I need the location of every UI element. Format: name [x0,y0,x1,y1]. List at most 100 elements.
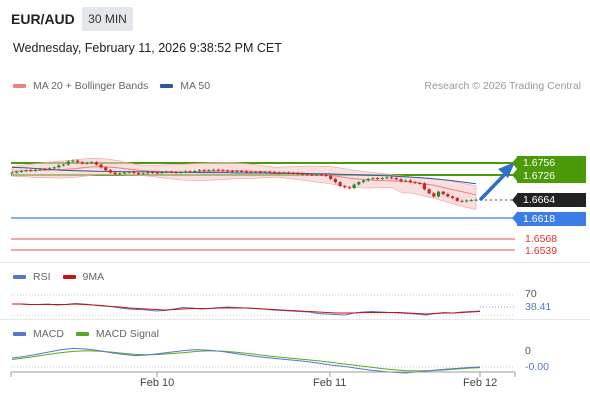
candle-body [80,162,84,164]
candle-body [315,174,319,176]
candle-body [333,178,337,183]
candle-body [240,170,244,172]
candle-body [113,172,117,175]
candle-body [165,171,169,173]
rsi-current-label: 38.41 [525,301,552,313]
macd-legend: MACD MACD Signal [13,328,171,340]
legend-rsi[interactable]: RSI [13,271,51,283]
candle-body [24,170,28,172]
candle-body [225,170,230,172]
legend-ma20[interactable]: MA 20 + Bollinger Bands [13,80,148,92]
candle-body [460,200,464,202]
ma50-swatch [160,84,174,88]
macd-level-label: 0 [525,345,531,357]
candle-body [450,196,455,199]
candle-body [188,171,192,173]
level-label-1-6756: 1.6756 [517,156,586,170]
candle-body [141,173,145,175]
candle-body [61,164,66,166]
badge-pointer-1 [512,168,518,182]
macd-signal-line [11,350,481,372]
candle-body [268,171,272,173]
main-legend: MA 20 + Bollinger Bands MA 50 [13,80,222,92]
candle-body [436,191,441,197]
candle-body [319,174,323,176]
macd-pane-divider [0,319,590,320]
candle-body [136,172,141,174]
candle-body [413,182,417,184]
copyright-text: Research © 2026 Trading Central [424,80,581,92]
legend-macd[interactable]: MACD [13,328,64,340]
candle-body [366,178,370,181]
candle-body [371,178,375,180]
candle-body [221,170,225,172]
candle-body [57,165,61,168]
macd-swatch [13,332,26,336]
legend-ma50-label: MA 50 [180,80,211,92]
candle-body [338,182,342,187]
candle-body [474,199,478,201]
candle-body [455,198,459,201]
level-label-1-6726: 1.6726 [517,169,586,183]
rsi-legend: RSI 9MA [13,271,116,283]
candle-body [230,170,234,172]
candle-body [343,186,347,188]
candle-body [329,175,333,179]
candle-body [432,193,436,197]
candle-body [249,171,253,173]
legend-rsi-ma[interactable]: 9MA [62,271,104,283]
candle-body [361,180,366,183]
legend-rsi-label: RSI [33,271,51,283]
candle-body [300,173,305,175]
candle-body [404,180,408,182]
candle-body [390,177,394,179]
candle-body [263,171,267,173]
ma20-swatch [13,84,26,88]
bollinger-band [11,157,477,210]
candle-body [66,161,70,165]
candle-body [52,167,56,169]
candle-body [324,174,328,176]
candle-body [132,171,136,173]
interval-selector[interactable]: 30 MIN [82,7,133,31]
candle-body [127,171,131,173]
badge-pointer-2 [512,193,518,207]
candle-body [427,189,431,194]
level-label-1-6539: 1.6539 [525,245,558,257]
candle-body [118,173,122,175]
candle-body [258,171,263,173]
legend-macd-signal-label: MACD Signal [95,328,159,340]
legend-ma50[interactable]: MA 50 [160,80,210,92]
candle-body [380,178,384,180]
macd-current-label: -0.00 [525,361,549,373]
candle-body [216,169,220,171]
candle-body [15,171,19,173]
candle-body [211,169,216,171]
candle-body [254,171,258,173]
candle-body [90,162,94,164]
candle-body [10,172,14,174]
candle-body [104,167,108,171]
candle-body [33,169,38,171]
forecast-arrow-shaft [479,168,511,201]
candle-body [286,172,291,174]
candle-body [296,173,300,175]
candle-body [282,172,286,174]
candle-body [291,172,295,174]
symbol-title: EUR/AUD [11,11,75,27]
x-label-feb11: Feb 11 [313,377,347,389]
candle-body [76,160,80,163]
candle-body [446,194,450,197]
level-label-1-6618: 1.6618 [517,212,586,226]
candle-body [155,172,159,174]
candle-body [347,187,352,189]
candle-body [47,168,52,170]
candle-body [160,172,164,174]
candle-body [71,160,75,162]
legend-macd-signal[interactable]: MACD Signal [75,328,159,340]
candle-body [146,172,150,174]
candle-body [357,182,361,185]
candle-body [305,174,309,176]
candle-body [422,183,427,190]
